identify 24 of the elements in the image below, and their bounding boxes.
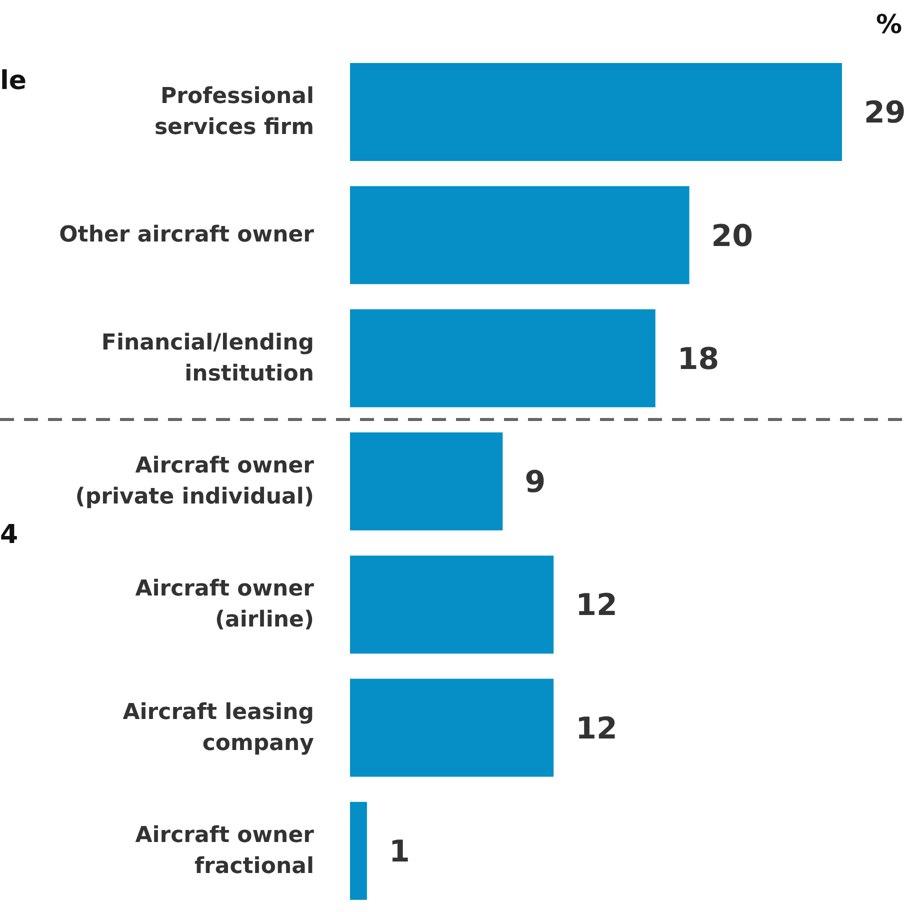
y-tick-label: Aircraft owner fractional — [135, 822, 314, 878]
y-tick-label: Professional services firm — [154, 84, 314, 140]
text: % — [876, 10, 902, 40]
data-label: 20 — [711, 218, 754, 254]
bar — [350, 432, 503, 530]
bar — [350, 678, 554, 777]
y-tick-label: Other aircraft owner — [59, 222, 314, 248]
y-tick-label: Financial/lending institution — [101, 330, 314, 386]
bar — [350, 309, 656, 408]
data-label: 18 — [677, 342, 720, 377]
data-label: 12 — [576, 588, 618, 624]
data-label: 29 — [864, 96, 906, 131]
text: 4 — [0, 520, 18, 550]
text: le — [0, 66, 27, 96]
bar — [350, 63, 842, 161]
data-label: 12 — [576, 711, 618, 746]
bar — [350, 556, 554, 654]
y-tick-label: Aircraft owner (private individual) — [75, 453, 314, 509]
y-tick-label: Aircraft leasing company — [122, 699, 314, 756]
data-label: 9 — [524, 465, 546, 500]
data-label: 1 — [388, 834, 410, 870]
bar — [350, 802, 367, 900]
y-tick-label: Aircraft owner (airline) — [135, 576, 314, 632]
bar — [350, 186, 690, 284]
